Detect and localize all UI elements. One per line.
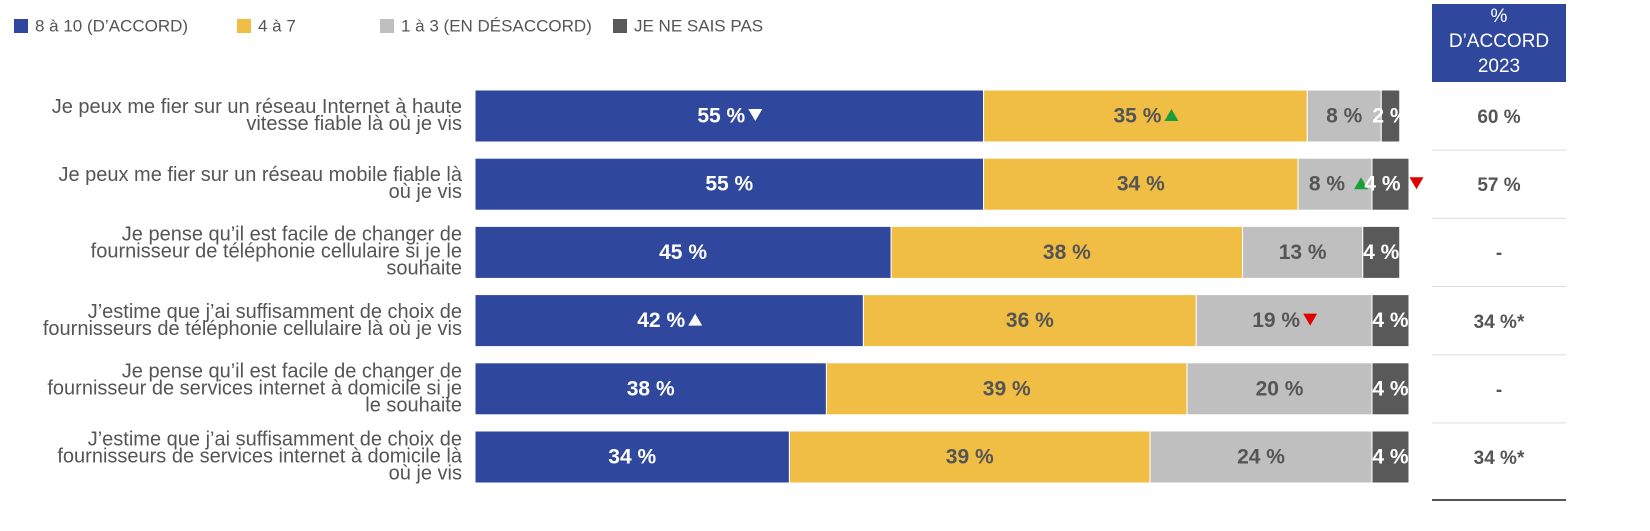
data-label: 2 %	[1372, 105, 1409, 128]
bar-segment	[474, 225, 892, 279]
category-label: Je peux me fier sur un réseau Internet à…	[51, 96, 462, 135]
data-label: 35 %	[1114, 105, 1162, 128]
data-label: 45 %	[659, 241, 707, 264]
bar-segment	[1371, 430, 1410, 484]
legend-label: JE NE SAIS PAS	[634, 16, 763, 35]
legend-swatch	[613, 19, 627, 33]
side-value: -	[1495, 379, 1503, 401]
bar-segment	[1380, 89, 1401, 143]
bar-segment	[862, 294, 1197, 348]
trend-arrow	[1354, 177, 1369, 190]
bar-segment	[1242, 225, 1364, 279]
bar-segment	[1371, 294, 1410, 348]
bar-segment	[1371, 362, 1410, 416]
side-value: 34 %*	[1473, 448, 1525, 469]
bar-segment	[788, 430, 1151, 484]
bar-segment	[1371, 157, 1410, 211]
category-label: Je pense qu’il est facile de changer de …	[47, 360, 462, 417]
bar-segment	[474, 362, 827, 416]
category-label: J’estime que j’ai suffisamment de choix …	[57, 428, 462, 485]
data-label: 55 %	[697, 105, 745, 128]
side-value: 34 %*	[1473, 311, 1525, 333]
legend-label: 1 à 3 (EN DÉSACCORD)	[401, 16, 592, 35]
side-header-bg	[1432, 4, 1566, 82]
data-label: 34 %	[1117, 173, 1165, 196]
bar-segment	[474, 157, 985, 211]
side-value: -	[1495, 243, 1503, 265]
bar-segment	[983, 157, 1299, 211]
data-label: 8 %	[1309, 173, 1346, 196]
side-value: 57 %	[1477, 175, 1521, 197]
data-label: 34 %	[608, 446, 656, 469]
legend-label: 8 à 10 (D’ACCORD)	[35, 16, 188, 35]
data-label: 8 %	[1326, 105, 1363, 128]
data-label: 4 %	[1372, 377, 1409, 400]
data-label: 38 %	[1043, 241, 1091, 264]
bar-segment	[890, 225, 1244, 279]
data-label: 4 %	[1363, 241, 1400, 264]
data-label: 20 %	[1256, 377, 1304, 400]
trend-arrow	[1409, 177, 1424, 190]
category-label: Je peux me fier sur un réseau mobile fia…	[58, 164, 462, 204]
data-label: 38 %	[627, 377, 675, 400]
legend-swatch	[14, 19, 28, 33]
category-label: Je pense qu’il est facile de changer de …	[90, 223, 462, 280]
data-label: 4 %	[1364, 173, 1401, 196]
data-label: 55 %	[705, 173, 753, 196]
bar-segment	[1362, 225, 1401, 279]
bar-segment	[474, 89, 985, 143]
trend-arrow	[1303, 313, 1318, 326]
trend-arrow	[748, 109, 763, 121]
side-header: % D’ACCORD 2023	[1448, 6, 1550, 77]
legend-swatch	[380, 19, 394, 33]
legend-label: 4 à 7	[258, 16, 296, 35]
legend-swatch	[237, 19, 251, 33]
data-label: 42 %	[637, 309, 685, 332]
data-label: 19 %	[1252, 309, 1300, 332]
bar-segment	[474, 294, 864, 348]
trend-arrow	[1164, 109, 1179, 121]
data-label: 39 %	[983, 377, 1031, 400]
bar-segment	[1149, 430, 1373, 484]
category-label: J’estime que j’ai suffisamment de choix …	[42, 300, 462, 340]
data-label: 4 %	[1372, 309, 1409, 332]
bar-segment	[474, 430, 790, 484]
data-label: 4 %	[1372, 446, 1409, 469]
bar-segment	[1186, 362, 1373, 416]
data-label: 36 %	[1006, 309, 1054, 332]
side-value: 60 %	[1477, 107, 1521, 128]
bar-segment	[983, 89, 1308, 143]
data-label: 24 %	[1237, 446, 1285, 469]
trend-arrow	[688, 313, 703, 326]
bar-segment	[1306, 89, 1382, 143]
data-label: 39 %	[946, 446, 994, 469]
data-label: 13 %	[1279, 241, 1327, 264]
